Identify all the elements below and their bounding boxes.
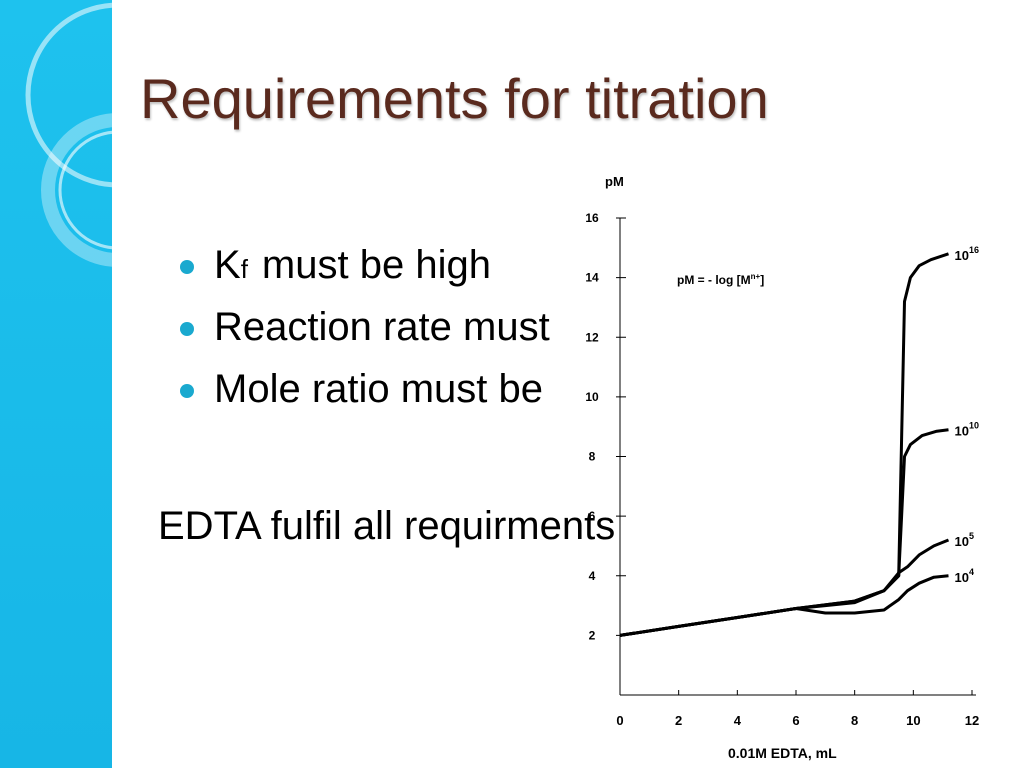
bullet-text: Mole ratio must be bbox=[214, 367, 544, 411]
x-tick-label: 6 bbox=[792, 713, 799, 728]
bullet-item: Mole ratio must be bbox=[180, 362, 580, 424]
chart-axes: 0 2 4 6 8 10 12 2 4 6 8 10 12 14 16 bbox=[585, 211, 979, 728]
bullet-icon bbox=[180, 260, 194, 274]
y-tick-label: 4 bbox=[589, 569, 596, 583]
bullet-subscript: f bbox=[240, 254, 248, 284]
formula-annotation: pM = - log [Mn+] bbox=[677, 272, 764, 287]
y-tick-label: 8 bbox=[589, 450, 596, 464]
conclusion-text: EDTA fulfil all requirments bbox=[158, 504, 616, 548]
chart-curves bbox=[619, 252, 950, 637]
bullet-list: Kf must be high Reaction rate must Mole r… bbox=[180, 238, 580, 424]
curve-label: 104 bbox=[955, 567, 974, 585]
curve-k16 bbox=[619, 252, 949, 637]
x-tick-label: 4 bbox=[734, 713, 742, 728]
x-tick-label: 0 bbox=[616, 713, 623, 728]
bullet-item: Kf must be high bbox=[180, 238, 580, 300]
x-tick-label: 2 bbox=[675, 713, 682, 728]
bullet-lead: K bbox=[214, 243, 241, 287]
y-tick-label: 14 bbox=[585, 271, 599, 285]
chart-svg: pM 0.01M EDTA, mL pM = - log [Mn+] 0 2 4 6 8… bbox=[585, 174, 979, 761]
curve-label: 105 bbox=[955, 531, 974, 549]
x-tick-label: 8 bbox=[851, 713, 858, 728]
y-tick-label: 6 bbox=[589, 509, 596, 523]
curve-k4 bbox=[619, 574, 949, 637]
y-tick-label: 16 bbox=[585, 211, 599, 225]
bullet-icon bbox=[180, 322, 194, 336]
curve-labels: 1016 1010 105 104 bbox=[955, 245, 979, 585]
x-axis-label: 0.01M EDTA, mL bbox=[728, 745, 837, 761]
y-tick-label: 12 bbox=[585, 330, 599, 344]
x-tick-label: 10 bbox=[906, 713, 920, 728]
bullet-icon bbox=[180, 384, 194, 398]
y-tick-label: 10 bbox=[585, 390, 599, 404]
side-decoration-band bbox=[0, 0, 112, 768]
curve-label: 1010 bbox=[955, 421, 979, 439]
y-tick-label: 2 bbox=[589, 628, 596, 642]
bullet-item: Reaction rate must bbox=[180, 300, 580, 362]
bullet-text: must be high bbox=[261, 243, 491, 287]
bullet-text: Reaction rate must bbox=[214, 305, 550, 349]
decorative-circles bbox=[25, 2, 112, 267]
y-axis-label: pM bbox=[605, 174, 624, 189]
curve-label: 1016 bbox=[955, 245, 979, 263]
titration-chart: pM 0.01M EDTA, mL pM = - log [Mn+] 0 2 4 6 8… bbox=[560, 160, 1020, 768]
slide-title: Requirements for titration bbox=[140, 67, 769, 130]
x-tick-label: 12 bbox=[965, 713, 979, 728]
